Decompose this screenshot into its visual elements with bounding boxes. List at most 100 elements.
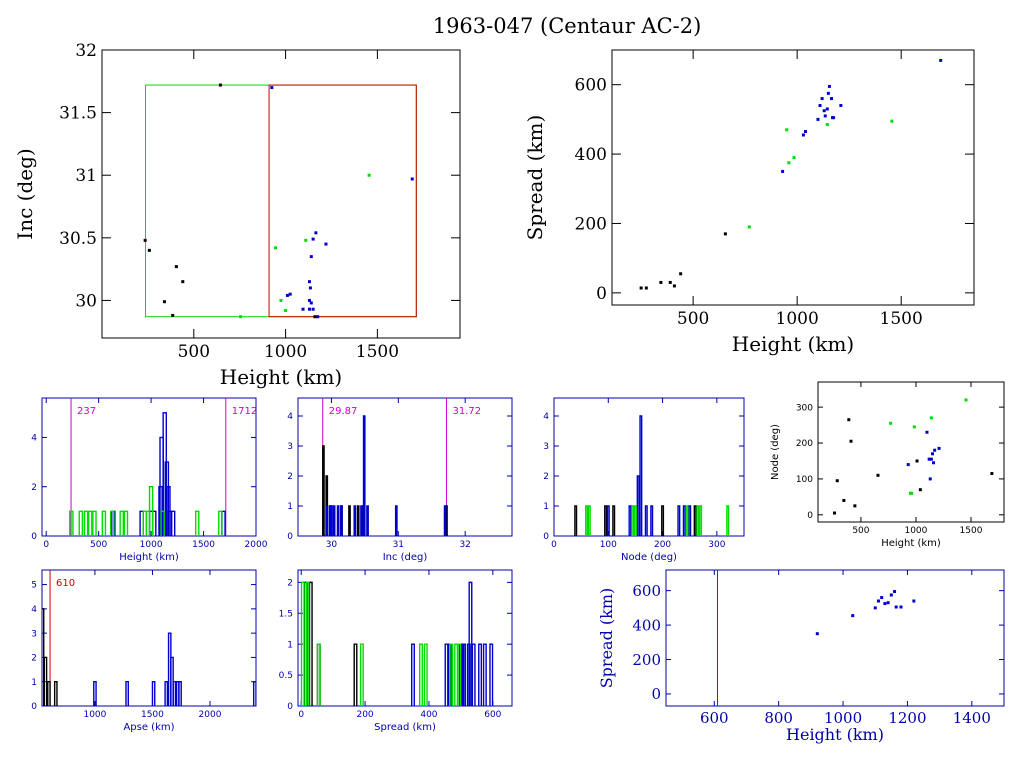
histogram-bar bbox=[418, 643, 423, 706]
histogram-bar bbox=[78, 510, 84, 536]
histogram-bar bbox=[693, 505, 697, 536]
histogram-bar bbox=[685, 505, 689, 536]
data-point bbox=[270, 86, 274, 90]
y-tick-label: 0 bbox=[651, 685, 661, 703]
x-tick-label: 500 bbox=[90, 540, 107, 550]
data-point bbox=[851, 614, 855, 618]
x-tick-label: 1500 bbox=[141, 710, 164, 720]
y-tick-label: 0 bbox=[31, 532, 37, 542]
y-tick-label: 1 bbox=[31, 678, 37, 688]
histogram-bar bbox=[325, 505, 329, 536]
x-tick-label: 800 bbox=[764, 709, 793, 727]
data-point bbox=[285, 293, 289, 297]
y-tick-label: 2 bbox=[543, 472, 549, 482]
marker-label: 31.72 bbox=[452, 406, 481, 417]
x-tick-label: 1000 bbox=[140, 540, 163, 550]
histogram-bar bbox=[148, 486, 154, 536]
data-point bbox=[915, 459, 919, 463]
data-point bbox=[820, 97, 824, 101]
data-point bbox=[818, 104, 822, 108]
y-tick-label: 200 bbox=[632, 651, 661, 669]
data-point bbox=[679, 272, 683, 276]
histogram-bar bbox=[101, 510, 107, 536]
data-point bbox=[314, 231, 318, 235]
histogram-bar bbox=[636, 475, 640, 536]
histogram-bar bbox=[305, 581, 310, 706]
plot-frame bbox=[297, 397, 513, 537]
x-tick-label: 1500 bbox=[880, 309, 923, 329]
histogram-bar bbox=[606, 505, 610, 536]
marker-label: 237 bbox=[77, 406, 96, 417]
data-point bbox=[964, 398, 968, 402]
histogram-bar bbox=[178, 681, 182, 706]
plot-area bbox=[717, 570, 916, 706]
y-tick-label: 31 bbox=[75, 166, 97, 186]
x-tick-label: 500 bbox=[677, 309, 709, 329]
x-tick-label: 1200 bbox=[888, 709, 926, 727]
x-tick-label: 1500 bbox=[356, 342, 399, 362]
data-point bbox=[747, 225, 751, 229]
x-axis-label: Inc (deg) bbox=[383, 552, 428, 563]
histogram-bar bbox=[332, 505, 336, 536]
data-point bbox=[672, 284, 676, 288]
data-point bbox=[889, 421, 893, 425]
histogram-bar bbox=[411, 643, 415, 706]
chart-inc-vs-height: 500 1000 1500 30 30.5 31 31.5 32 Height (km) Inc … bbox=[13, 41, 461, 389]
y-tick-label: 1.5 bbox=[279, 609, 293, 619]
data-point bbox=[826, 91, 830, 95]
chart-spread-vs-height-zoom: 600 800 1000 1200 1400 0 200 400 600 Height (km) S… bbox=[597, 569, 1005, 744]
histogram-bar bbox=[682, 505, 686, 536]
data-point bbox=[816, 117, 820, 121]
data-point bbox=[307, 298, 311, 302]
histogram-bar bbox=[482, 643, 487, 706]
histogram-bar bbox=[164, 681, 169, 706]
histogram-bar bbox=[170, 510, 176, 536]
y-tick-label: 0 bbox=[31, 702, 37, 712]
histogram-bar bbox=[574, 505, 578, 536]
x-tick-label: 200 bbox=[356, 710, 373, 720]
plot-frame bbox=[817, 381, 1005, 523]
range-box-red bbox=[268, 84, 417, 318]
data-point bbox=[313, 315, 317, 319]
y-tick-label: 4 bbox=[31, 434, 37, 444]
histogram-bar bbox=[330, 505, 333, 536]
data-point bbox=[899, 605, 903, 609]
histogram-bar bbox=[194, 510, 200, 536]
histogram-bar bbox=[53, 681, 58, 706]
x-axis-label: Height (km) bbox=[732, 332, 854, 356]
histogram-bar bbox=[83, 510, 89, 536]
data-point bbox=[912, 599, 916, 603]
histogram-bar bbox=[631, 505, 635, 536]
histogram-bar bbox=[612, 505, 616, 536]
data-point bbox=[367, 173, 371, 177]
data-point bbox=[886, 601, 890, 605]
histogram-bar bbox=[125, 681, 129, 706]
x-tick-label: 100 bbox=[600, 540, 617, 550]
data-point bbox=[307, 280, 311, 284]
x-tick-label: 600 bbox=[700, 709, 729, 727]
histogram-bar bbox=[644, 505, 648, 536]
x-tick-label: 200 bbox=[654, 540, 671, 550]
y-tick-label: 32 bbox=[75, 41, 97, 61]
histogram-bar bbox=[160, 510, 165, 536]
data-point bbox=[311, 307, 315, 311]
histogram-bar bbox=[151, 681, 156, 706]
x-tick-label: 1000 bbox=[776, 309, 819, 329]
y-tick-label: 3 bbox=[543, 442, 549, 452]
x-tick-label: 1000 bbox=[264, 342, 307, 362]
data-point bbox=[825, 123, 829, 127]
histogram-bar bbox=[69, 510, 74, 536]
histogram-bar bbox=[252, 681, 256, 706]
plot-area bbox=[300, 581, 494, 706]
data-point bbox=[218, 83, 222, 87]
data-point bbox=[309, 301, 313, 305]
histogram-bar bbox=[110, 510, 115, 536]
y-tick-label: 30.5 bbox=[59, 229, 97, 249]
x-tick-label: 1000 bbox=[904, 526, 927, 536]
range-box-green bbox=[145, 84, 417, 318]
y-tick-label: 300 bbox=[796, 403, 813, 413]
data-point bbox=[847, 418, 851, 422]
data-point bbox=[279, 298, 283, 302]
x-tick-label: 1000 bbox=[824, 709, 862, 727]
x-tick-label: 500 bbox=[178, 342, 210, 362]
